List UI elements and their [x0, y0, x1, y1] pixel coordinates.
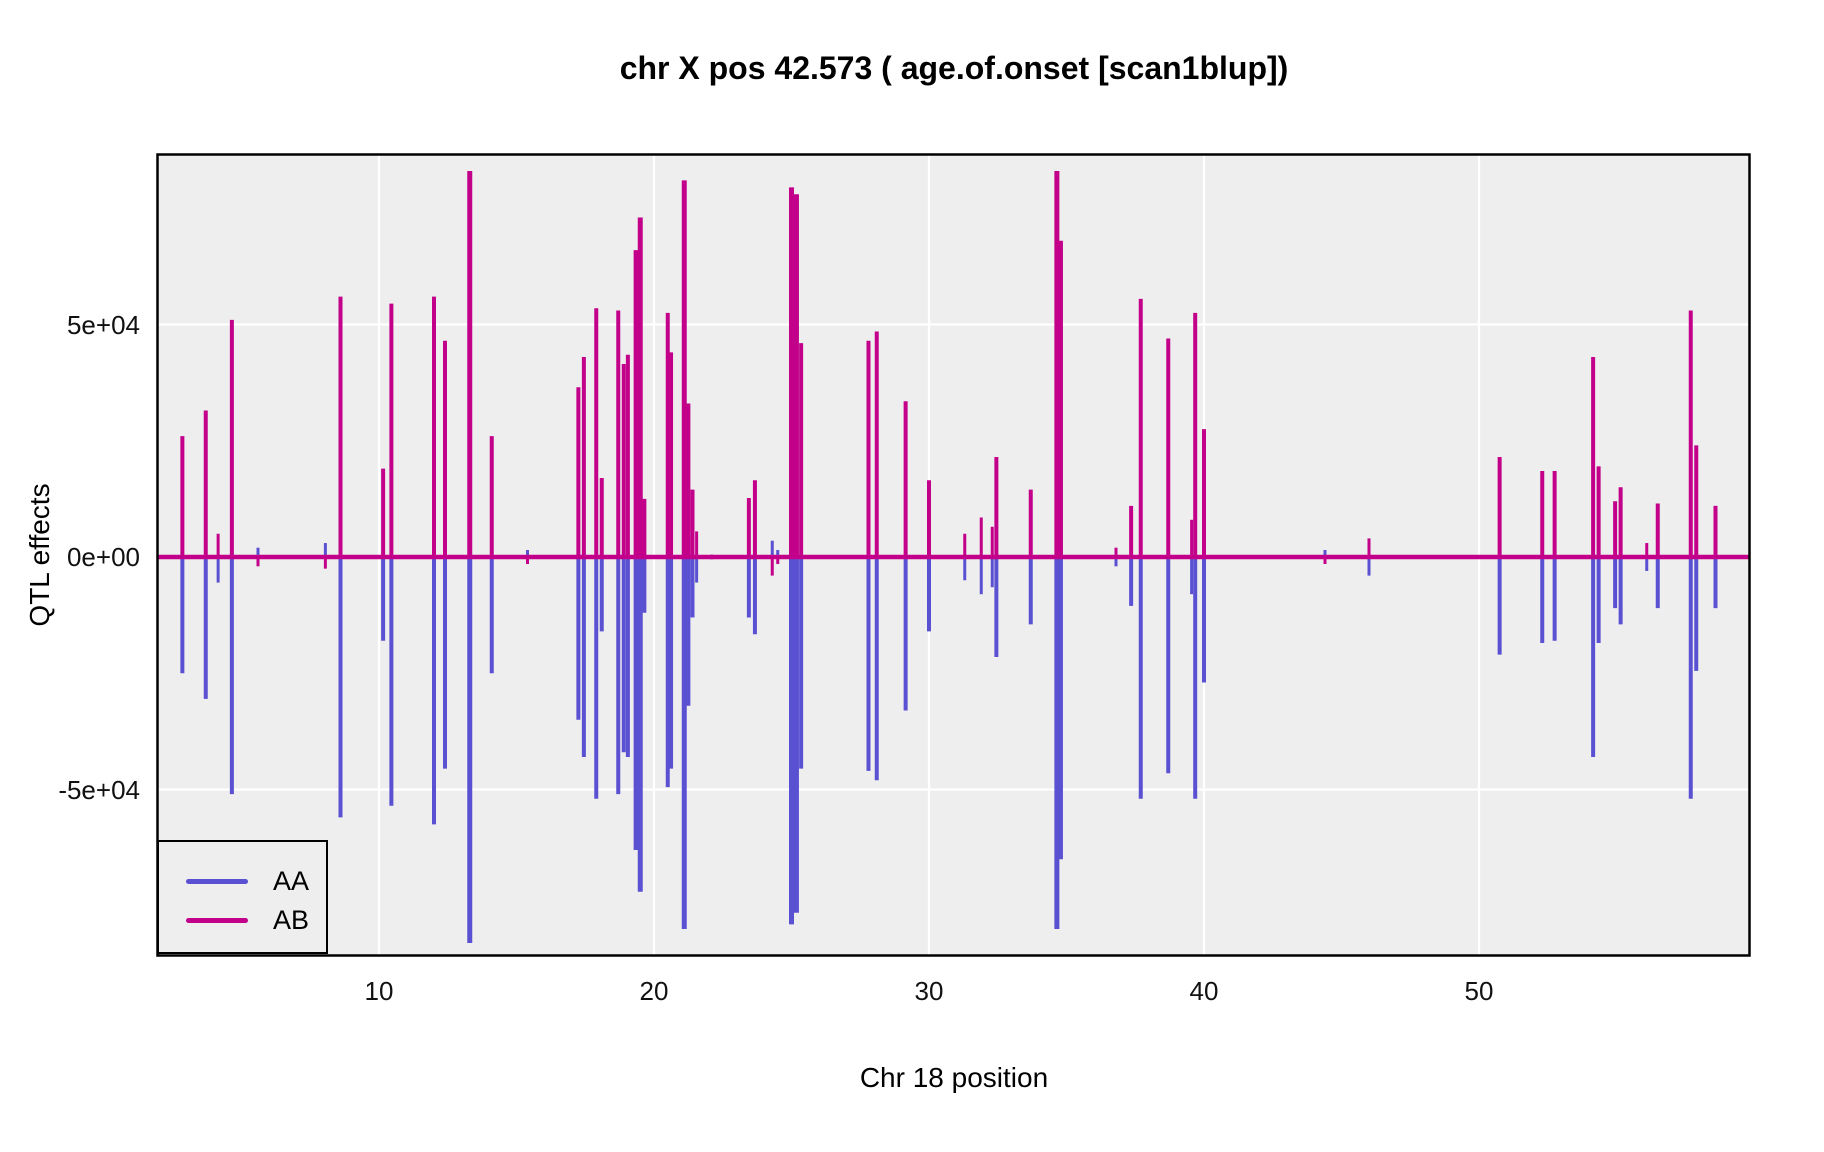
ab-line-swatch: [186, 918, 248, 923]
series-AA: [180, 540, 1718, 943]
panel-border: [156, 153, 1751, 957]
legend-item-aa: AA: [159, 866, 326, 896]
legend-label-ab: AB: [273, 905, 310, 935]
y-tick-label-0e00: 0e+00: [66, 542, 140, 572]
x-tick-label-50: 50: [1464, 976, 1494, 1006]
x-axis-title: Chr 18 position: [859, 1062, 1049, 1093]
y-tick-label-neg5e04: -5e+04: [58, 775, 140, 805]
x-tick-label-40: 40: [1189, 976, 1219, 1006]
x-tick-label-30: 30: [914, 976, 944, 1006]
x-tick-label-10: 10: [364, 976, 394, 1006]
legend-box: AA AB: [157, 840, 328, 954]
aa-line-swatch: [186, 879, 248, 884]
series-AB: [180, 171, 1718, 576]
legend-item-ab: AB: [159, 905, 326, 935]
legend-label-aa: AA: [273, 866, 310, 896]
y-tick-label-5e04: 5e+04: [66, 310, 140, 340]
x-tick-label-20: 20: [639, 976, 669, 1006]
plot-title: chr X pos 42.573 ( age.of.onset [scan1bl…: [619, 50, 1289, 86]
